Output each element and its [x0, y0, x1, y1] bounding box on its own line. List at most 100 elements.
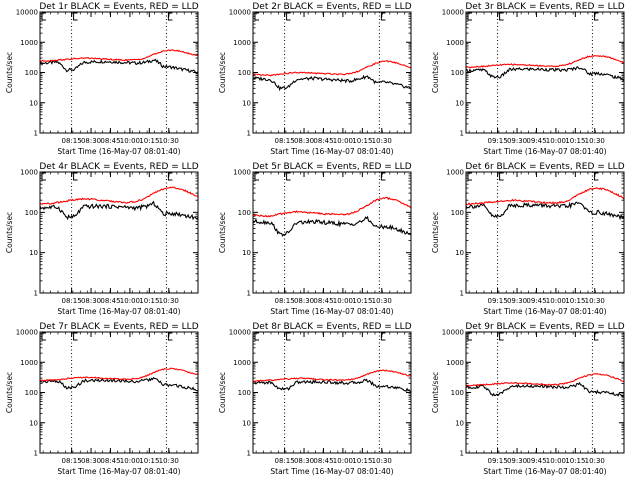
plot-frame — [39, 171, 199, 294]
time-marker-bracket-icon — [167, 172, 173, 181]
chart-title: Det 7r BLACK = Events, RED = LLD — [39, 322, 198, 332]
x-tick-label: 10:30 — [372, 297, 392, 305]
x-tick-label: 10:00 — [120, 137, 140, 145]
y-tick-label: 10 — [242, 419, 251, 427]
y-tick-label: 1 — [247, 450, 251, 458]
y-tick-label: 100 — [25, 209, 38, 217]
x-tick-label: 10:15 — [352, 457, 372, 465]
x-tick-label: 10:15 — [565, 137, 585, 145]
chart-panel-2: Det 2r BLACK = Events, RED = LLD Counts/s… — [218, 2, 412, 156]
x-tick-label: 08:15 — [62, 297, 82, 305]
chart-title: Det 9r BLACK = Events, RED = LLD — [465, 322, 624, 332]
time-marker-bracket-icon — [499, 172, 504, 181]
x-tick-label: 10:15 — [352, 137, 372, 145]
x-tick-label: 10:00 — [546, 297, 566, 305]
x-tick-label: 10:15 — [139, 137, 159, 145]
plot-frame — [39, 331, 199, 454]
chart-title: Det 3r BLACK = Events, RED = LLD — [465, 2, 624, 12]
x-axis-label: Start Time (16-May-07 08:01:40) — [483, 307, 606, 316]
x-tick-label: 08:30 — [81, 457, 101, 465]
x-tick-label: 08:45 — [313, 457, 333, 465]
start-marker-bracket-icon — [254, 12, 259, 21]
y-tick-label: 1 — [247, 130, 251, 138]
y-tick-label: 1 — [460, 290, 464, 298]
y-tick-label: 1000 — [446, 39, 464, 47]
x-tick-label: 10:00 — [546, 457, 566, 465]
start-marker-bracket-icon — [467, 172, 472, 181]
y-tick-label: 100 — [238, 389, 251, 397]
chart-title: Det 5r BLACK = Events, RED = LLD — [252, 162, 411, 172]
x-tick-label: 10:30 — [159, 457, 179, 465]
y-tick-label: 100 — [451, 209, 464, 217]
x-tick-label: 10:30 — [585, 137, 605, 145]
y-tick-label: 1 — [460, 130, 464, 138]
y-tick-label: 1000 — [233, 169, 251, 177]
x-tick-label: 08:30 — [81, 297, 101, 305]
x-tick-label: 10:30 — [585, 457, 605, 465]
x-tick-label: 10:00 — [120, 457, 140, 465]
x-tick-label: 09:15 — [488, 297, 508, 305]
y-tick-label: 10 — [455, 249, 464, 257]
x-axis-label: Start Time (16-May-07 08:01:40) — [57, 307, 180, 316]
series-line-events — [252, 378, 412, 393]
series-line-events — [39, 58, 199, 74]
chart-title: Det 8r BLACK = Events, RED = LLD — [252, 322, 411, 332]
time-marker-bracket-icon — [380, 172, 386, 181]
y-tick-label: 10000 — [229, 9, 251, 17]
series-line-lld — [465, 373, 625, 387]
x-tick-label: 10:15 — [139, 457, 159, 465]
time-marker-bracket-icon — [593, 172, 599, 181]
chart-title: Det 1r BLACK = Events, RED = LLD — [39, 2, 198, 12]
x-axis-label: Start Time (16-May-07 08:01:40) — [483, 467, 606, 476]
x-tick-label: 09:15 — [488, 457, 508, 465]
plot-frame — [252, 11, 412, 134]
x-tick-label: 08:45 — [313, 297, 333, 305]
chart-title: Det 6r BLACK = Events, RED = LLD — [465, 162, 624, 172]
x-tick-label: 08:45 — [100, 457, 120, 465]
x-tick-label: 09:30 — [507, 297, 527, 305]
time-marker-bracket-icon — [73, 12, 78, 21]
y-tick-label: 10 — [242, 249, 251, 257]
x-tick-label: 08:30 — [81, 137, 101, 145]
plot-frame — [465, 171, 625, 294]
x-tick-label: 10:30 — [585, 297, 605, 305]
time-marker-bracket-icon — [380, 332, 386, 341]
series-line-lld — [39, 367, 199, 382]
x-tick-label: 10:00 — [333, 457, 353, 465]
chart-panel-6: Det 6r BLACK = Events, RED = LLD Counts/s… — [431, 162, 625, 316]
y-tick-label: 1000 — [233, 359, 251, 367]
y-tick-label: 1 — [34, 130, 38, 138]
time-marker-bracket-icon — [167, 12, 173, 21]
time-marker-bracket-icon — [286, 332, 291, 341]
x-tick-label: 08:45 — [100, 297, 120, 305]
series-line-events — [465, 201, 625, 221]
y-tick-label: 1000 — [233, 39, 251, 47]
x-tick-label: 08:15 — [62, 137, 82, 145]
x-tick-label: 09:45 — [526, 457, 546, 465]
chart-title: Det 4r BLACK = Events, RED = LLD — [39, 162, 198, 172]
start-marker-bracket-icon — [41, 332, 46, 341]
x-tick-label: 08:15 — [275, 457, 295, 465]
y-axis-label: Counts/sec — [5, 52, 14, 93]
time-marker-bracket-icon — [499, 332, 504, 341]
plot-frame — [465, 11, 625, 134]
x-tick-label: 08:30 — [294, 137, 314, 145]
x-tick-label: 08:45 — [100, 137, 120, 145]
chart-panel-4: Det 4r BLACK = Events, RED = LLD Counts/s… — [5, 162, 199, 316]
plot-frame — [252, 171, 412, 294]
time-marker-bracket-icon — [593, 12, 599, 21]
x-tick-label: 10:30 — [159, 137, 179, 145]
y-tick-label: 10000 — [442, 9, 464, 17]
x-axis-label: Start Time (16-May-07 08:01:40) — [270, 147, 393, 156]
series-line-events — [252, 74, 412, 92]
x-tick-label: 10:00 — [333, 297, 353, 305]
x-tick-label: 09:45 — [526, 297, 546, 305]
y-tick-label: 1000 — [20, 39, 38, 47]
y-axis-label: Counts/sec — [218, 212, 227, 253]
series-line-lld — [465, 54, 625, 69]
y-tick-label: 1000 — [20, 359, 38, 367]
y-axis-label: Counts/sec — [5, 212, 14, 253]
y-tick-label: 1 — [460, 450, 464, 458]
x-tick-label: 10:15 — [565, 297, 585, 305]
